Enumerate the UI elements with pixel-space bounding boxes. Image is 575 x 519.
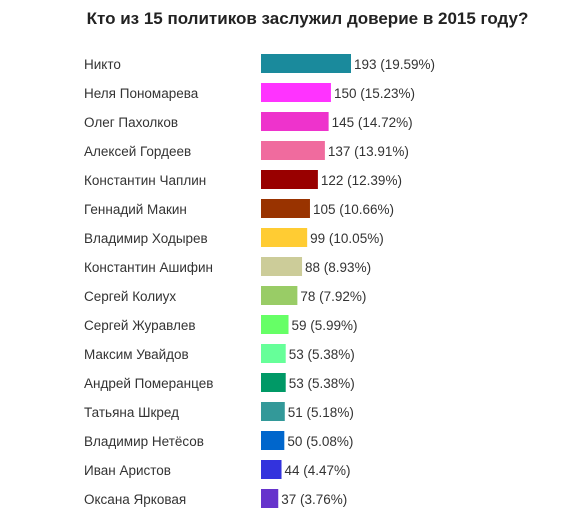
bar: [261, 228, 308, 247]
category-label: Неля Пономарева: [84, 86, 199, 101]
bar: [261, 54, 351, 73]
bar: [261, 199, 310, 218]
value-label: 122 (12.39%): [321, 173, 402, 188]
category-label: Сергей Колиух: [84, 289, 176, 304]
category-label: Оксана Ярковая: [84, 492, 186, 507]
bar: [261, 112, 329, 131]
category-label: Андрей Померанцев: [84, 376, 213, 391]
value-label: 50 (5.08%): [287, 434, 353, 449]
category-label: Сергей Журавлев: [84, 318, 196, 333]
value-label: 193 (19.59%): [354, 57, 435, 72]
chart-title: Кто из 15 политиков заслужил доверие в 2…: [86, 9, 529, 28]
bar: [261, 315, 289, 334]
value-label: 59 (5.99%): [292, 318, 358, 333]
value-label: 145 (14.72%): [332, 115, 413, 130]
value-label: 99 (10.05%): [310, 231, 384, 246]
value-label: 105 (10.66%): [313, 202, 394, 217]
bar: [261, 170, 318, 189]
category-label: Иван Аристов: [84, 463, 171, 478]
category-label: Геннадий Макин: [84, 202, 187, 217]
value-label: 150 (15.23%): [334, 86, 415, 101]
category-label: Максим Увайдов: [84, 347, 189, 362]
value-label: 37 (3.76%): [281, 492, 347, 507]
value-label: 88 (8.93%): [305, 260, 371, 275]
category-label: Никто: [84, 57, 121, 72]
value-label: 78 (7.92%): [300, 289, 366, 304]
bar: [261, 460, 282, 479]
value-label: 44 (4.47%): [285, 463, 351, 478]
bar: [261, 431, 285, 450]
bar: [261, 286, 298, 305]
bar: [261, 489, 279, 508]
category-label: Алексей Гордеев: [84, 144, 191, 159]
category-label: Владимир Ходырев: [84, 231, 208, 246]
bar: [261, 141, 325, 160]
category-label: Татьяна Шкред: [84, 405, 179, 420]
value-label: 53 (5.38%): [289, 376, 355, 391]
value-label: 53 (5.38%): [289, 347, 355, 362]
category-label: Олег Пахолков: [84, 115, 178, 130]
bar: [261, 344, 286, 363]
category-label: Владимир Нетёсов: [84, 434, 204, 449]
bar: [261, 83, 331, 102]
category-label: Константин Ашифин: [84, 260, 213, 275]
value-label: 137 (13.91%): [328, 144, 409, 159]
value-label: 51 (5.18%): [288, 405, 354, 420]
bar: [261, 257, 303, 276]
category-label: Константин Чаплин: [84, 173, 206, 188]
bar: [261, 402, 285, 421]
bar: [261, 373, 286, 392]
